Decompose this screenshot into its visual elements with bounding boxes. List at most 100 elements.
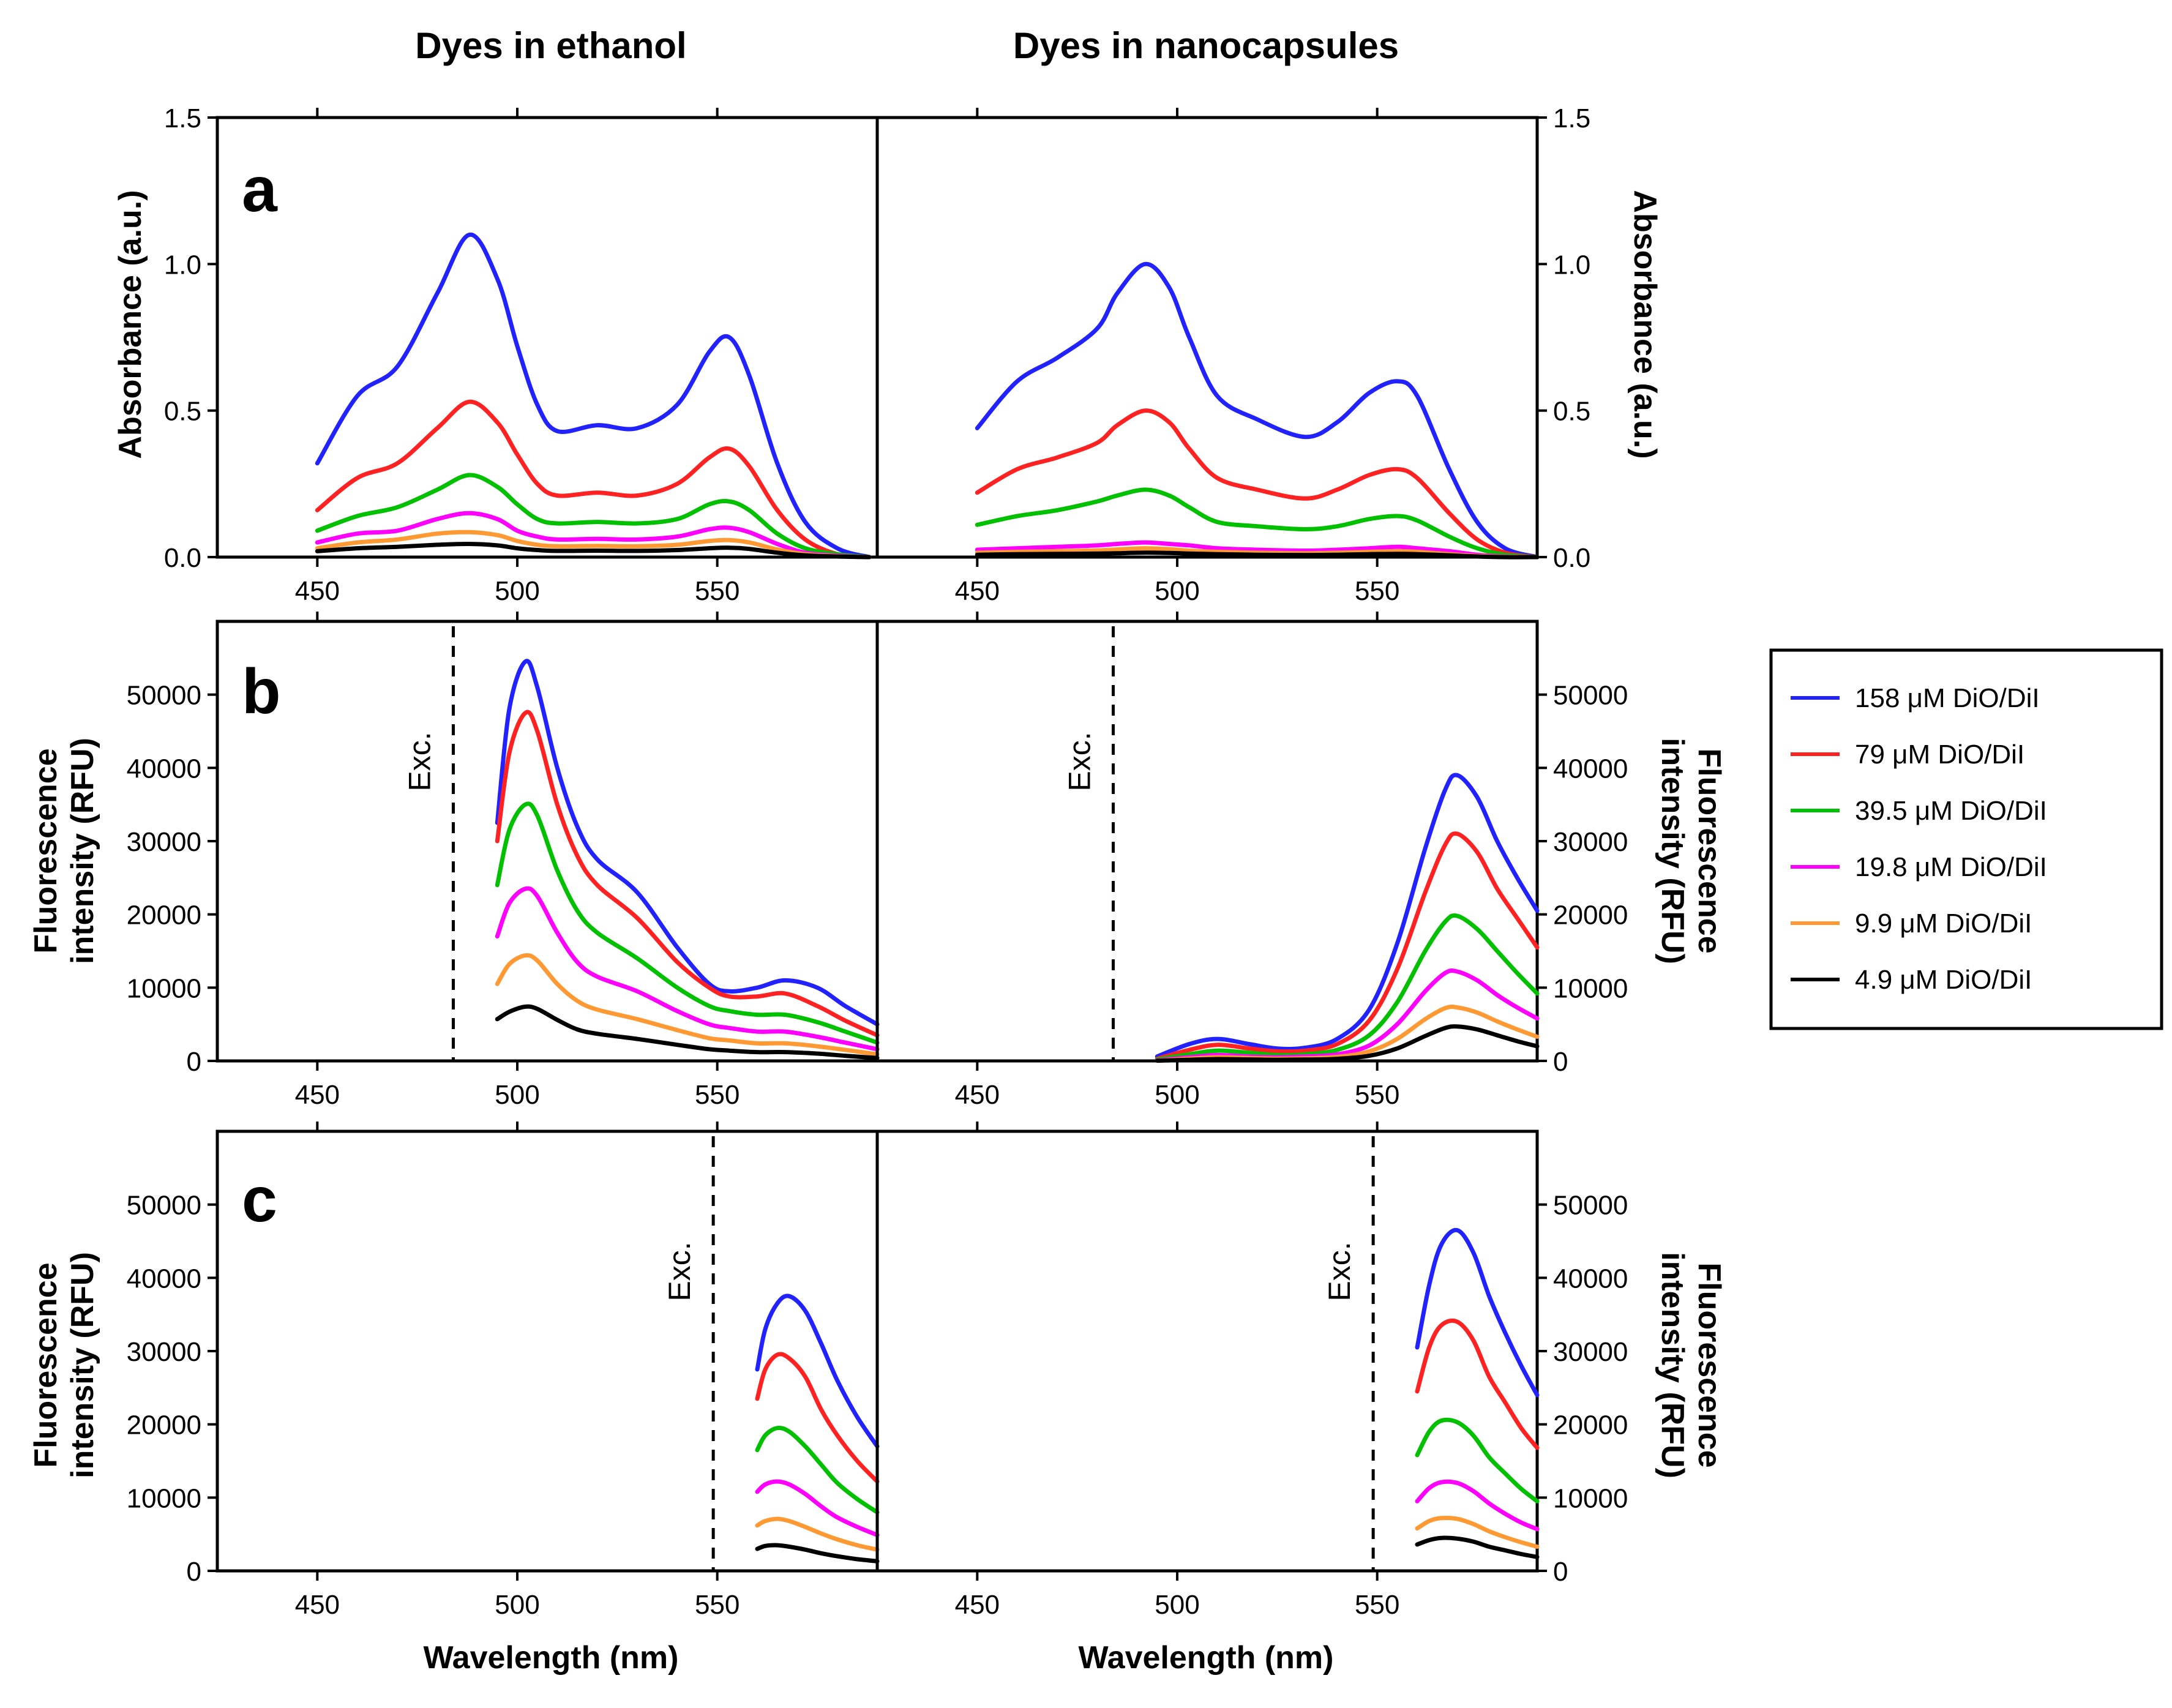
x-tick-label: 550	[1355, 1080, 1399, 1110]
x-tick-label: 450	[955, 576, 1000, 606]
series-line-39_5	[495, 801, 880, 1045]
ylabel-a-left: Absorbance (a.u.)	[113, 190, 148, 459]
y-tick-label: 50000	[127, 681, 201, 711]
excitation-label: Exc.	[1322, 1242, 1357, 1301]
x-tick-label: 450	[295, 576, 340, 606]
x-tick-label: 500	[1155, 1080, 1199, 1110]
y-tick-label: 30000	[127, 1337, 201, 1367]
series-line-158	[315, 232, 872, 560]
series-line-158	[495, 659, 880, 1027]
y-tick-label: 20000	[127, 901, 201, 931]
x-tick-label: 550	[695, 1080, 740, 1110]
x-tick-label: 450	[955, 1080, 1000, 1110]
ylabel-b-left: Fluorescence intensity (RFU)	[28, 738, 100, 964]
legend-label: 79 μM DiO/DiI	[1855, 740, 2024, 770]
legend-label: 158 μM DiO/DiI	[1855, 683, 2040, 713]
x-tick-label: 500	[1155, 576, 1199, 606]
y-tick-label: 0.5	[164, 397, 201, 427]
legend-entry: 79 μM DiO/DiI	[1791, 740, 2024, 770]
series-line-19_8	[315, 511, 872, 560]
ylabel-c-left-line2: intensity (RFU)	[65, 1252, 100, 1478]
x-tick-label: 500	[1155, 1590, 1199, 1620]
xlabel-left: Wavelength (nm)	[424, 1640, 679, 1676]
y-tick-label: 50000	[127, 1191, 201, 1221]
x-tick-label: 450	[295, 1590, 340, 1620]
panel-letter-c: c	[242, 1164, 277, 1235]
ylabel-c-right: Fluorescence intensity (RFU)	[1655, 1252, 1727, 1478]
y-tick-label: 20000	[1553, 1410, 1628, 1440]
series-line-19_8	[495, 886, 880, 1052]
y-tick-label: 40000	[127, 1264, 201, 1294]
ylabel-b-right-line2: intensity (RFU)	[1655, 738, 1690, 964]
y-tick-label: 0.0	[1553, 543, 1590, 573]
legend-label: 9.9 μM DiO/DiI	[1855, 908, 2032, 938]
series-line-19_8	[755, 1479, 880, 1537]
column-title-nanocapsules: Dyes in nanocapsules	[1013, 25, 1399, 66]
ylabel-c-left: Fluorescence intensity (RFU)	[28, 1252, 100, 1478]
series-line-158	[1155, 773, 1540, 1059]
series-line-158	[975, 261, 1540, 560]
y-tick-label: 40000	[1553, 1264, 1628, 1294]
panel-c-ethanol: 450 500 550 0 10000 20000 30000 40000 50000 Exc.	[127, 1122, 880, 1620]
ylabel-b-left-line1: Fluorescence	[28, 748, 64, 953]
series-line-9_9	[1415, 1515, 1540, 1549]
series-line-79	[755, 1352, 880, 1484]
series-line-158	[755, 1294, 880, 1449]
x-tick-label: 500	[495, 1590, 539, 1620]
y-tick-label: 40000	[127, 754, 201, 784]
series-line-9_9	[315, 530, 872, 560]
column-title-ethanol: Dyes in ethanol	[415, 25, 686, 66]
y-tick-label: 30000	[1553, 827, 1628, 857]
series-line-9_9	[495, 953, 880, 1057]
x-tick-label: 550	[695, 576, 740, 606]
y-tick-label: 10000	[1553, 973, 1628, 1003]
y-tick-label: 1.0	[164, 250, 201, 280]
y-tick-label: 0	[187, 1047, 201, 1077]
series-line-4_9	[1155, 1024, 1540, 1063]
series-line-4_9	[495, 1004, 880, 1060]
excitation-label: Exc.	[662, 1242, 697, 1301]
y-tick-label: 0	[187, 1557, 201, 1587]
x-tick-label: 450	[295, 1080, 340, 1110]
axes-frame	[875, 116, 1539, 559]
y-tick-label: 0.0	[164, 543, 201, 573]
y-tick-label: 10000	[127, 973, 201, 1003]
series-line-19_8	[1415, 1479, 1540, 1532]
y-tick-label: 0	[1553, 1047, 1568, 1077]
ylabel-c-left-line1: Fluorescence	[28, 1262, 64, 1467]
series-line-9_9	[755, 1516, 880, 1552]
legend-label: 19.8 μM DiO/DiI	[1855, 852, 2047, 882]
excitation-label: Exc.	[402, 732, 436, 791]
series-line-4_9	[755, 1543, 880, 1564]
legend-entry: 19.8 μM DiO/DiI	[1791, 852, 2047, 882]
ylabel-b-right-line1: Fluorescence	[1691, 748, 1727, 953]
series-line-4_9	[1415, 1535, 1540, 1559]
panel-c-nanocapsules: 450 500 550 0 10000 20000 30000 40000 50000 Exc.	[875, 1122, 1628, 1620]
y-tick-label: 20000	[127, 1410, 201, 1440]
y-tick-label: 1.0	[1553, 250, 1590, 280]
ylabel-c-right-line1: Fluorescence	[1691, 1262, 1727, 1467]
legend-entry: 158 μM DiO/DiI	[1791, 683, 2040, 713]
ylabel-b-left-line2: intensity (RFU)	[65, 738, 100, 964]
series-line-39_5	[315, 473, 872, 560]
x-tick-label: 550	[1355, 576, 1399, 606]
panel-a-nanocapsules: 450 500 550 0.0 0.5 1.0 1.5	[875, 103, 1590, 606]
legend-entry: 4.9 μM DiO/DiI	[1791, 965, 2032, 995]
panel-letter-b: b	[242, 656, 281, 727]
y-tick-label: 50000	[1553, 1191, 1628, 1221]
panel-b-ethanol: 450 500 550 0 10000 20000 30000 40000 50000 Exc.	[127, 612, 880, 1110]
series-line-79	[1155, 831, 1540, 1061]
series-line-4_9	[975, 550, 1540, 560]
legend-label: 4.9 μM DiO/DiI	[1855, 965, 2032, 995]
series-line-79	[975, 408, 1540, 560]
legend-label: 39.5 μM DiO/DiI	[1855, 796, 2047, 826]
x-tick-label: 550	[1355, 1590, 1399, 1620]
panel-b-nanocapsules: 450 500 550 0 10000 20000 30000 40000 50000 Exc.	[875, 612, 1628, 1110]
series-line-39_5	[1415, 1417, 1540, 1504]
series-line-39_5	[755, 1425, 880, 1515]
series-line-79	[315, 399, 872, 560]
series-line-4_9	[315, 541, 872, 560]
panel-letter-a: a	[242, 154, 278, 225]
series-line-79	[1415, 1318, 1540, 1450]
y-tick-label: 0	[1553, 1557, 1568, 1587]
